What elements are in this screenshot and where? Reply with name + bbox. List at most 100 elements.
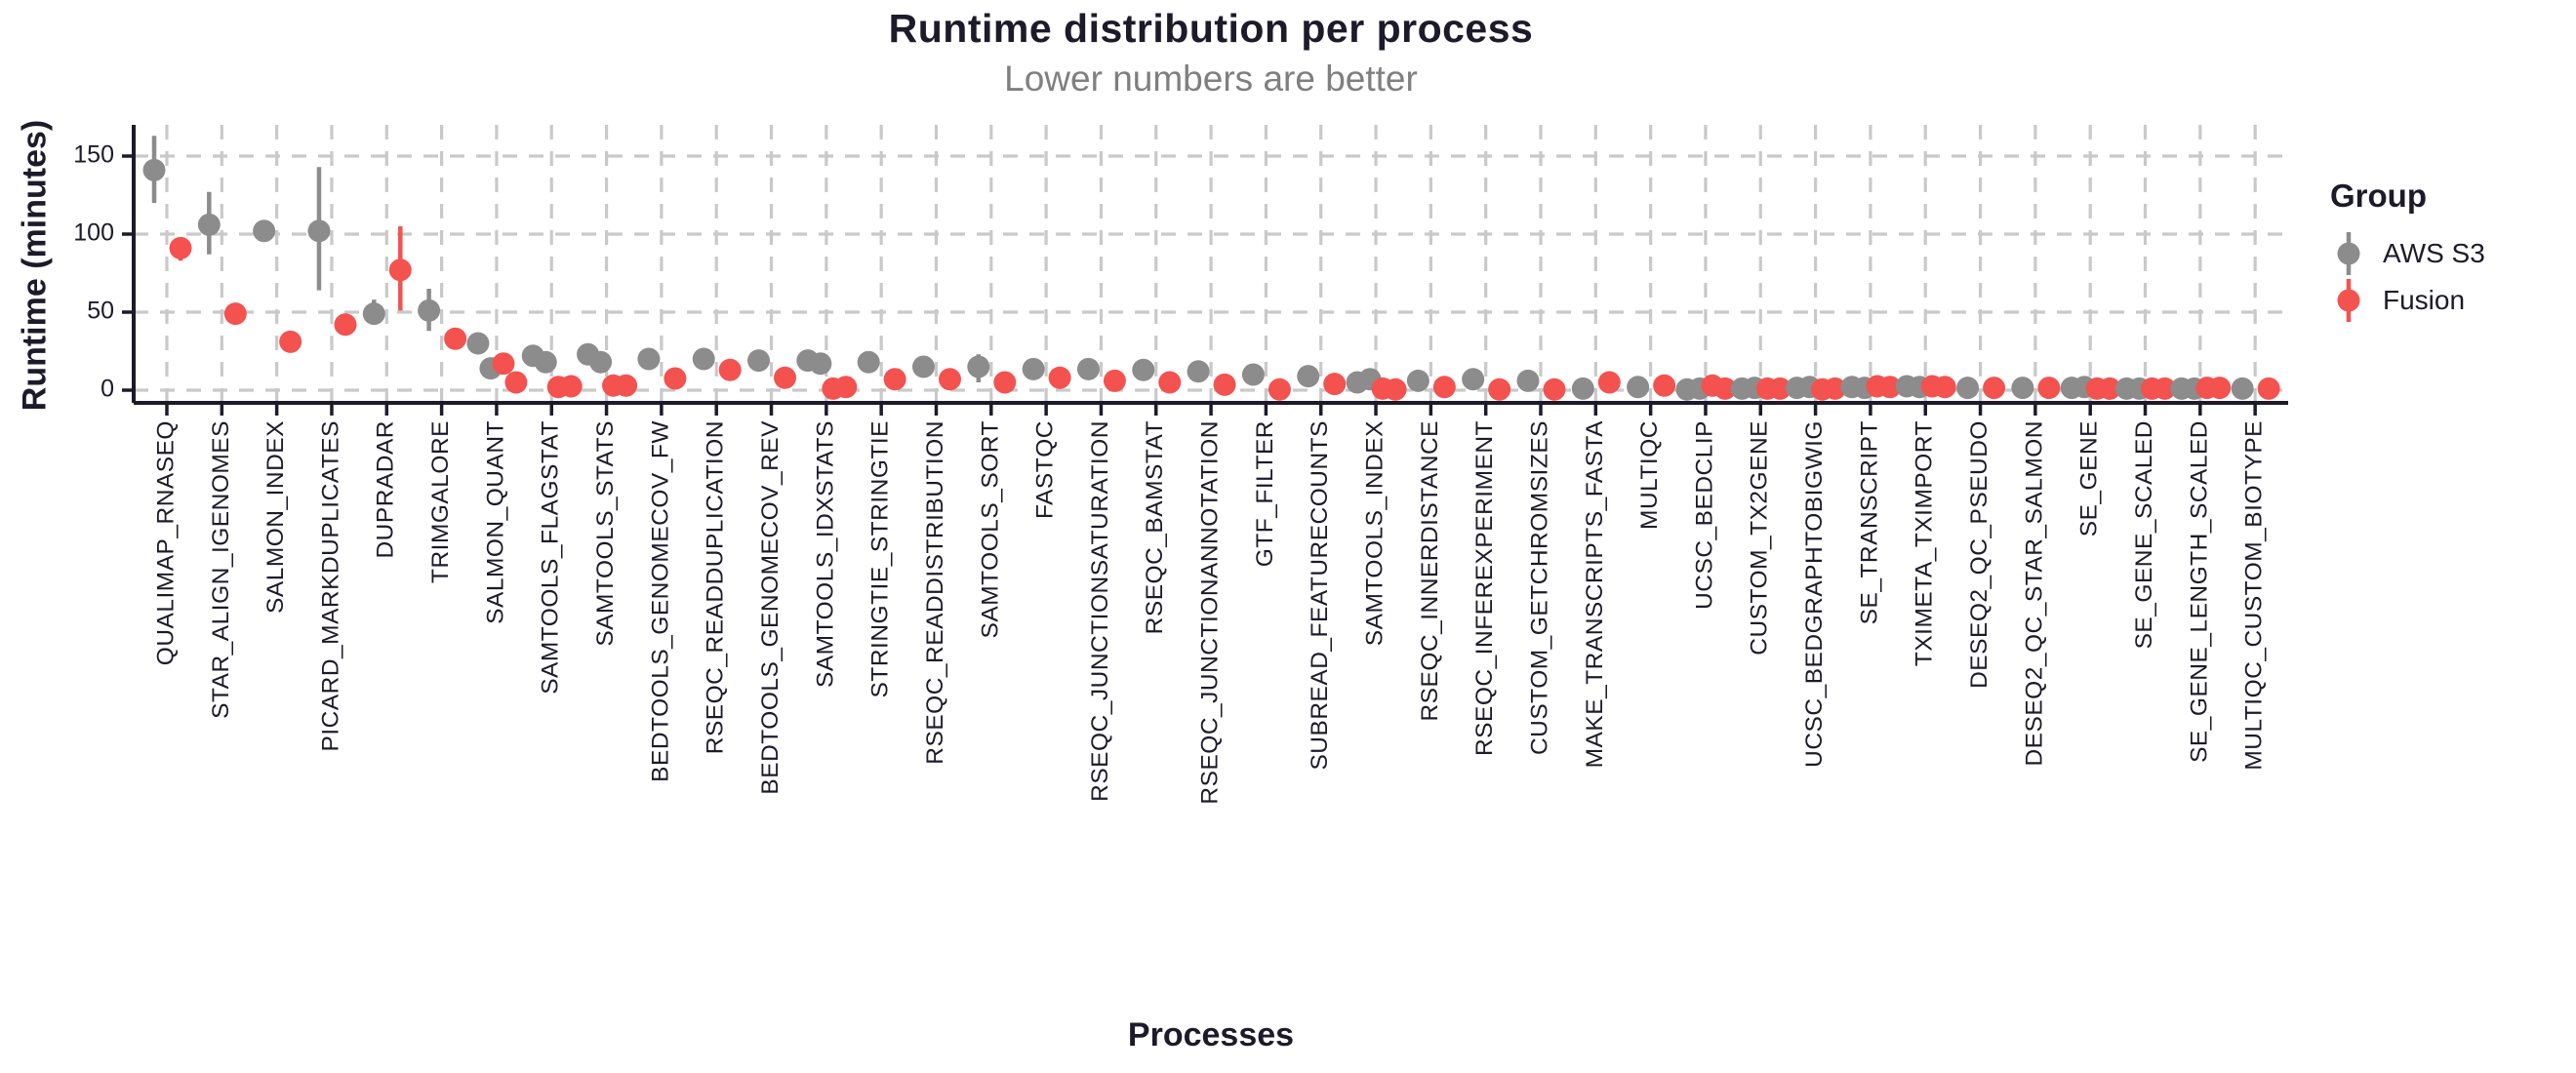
x-tick-label: STRINGTIE_STRINGTIE xyxy=(867,420,894,697)
data-point xyxy=(1187,360,1210,383)
chart-subtitle: Lower numbers are better xyxy=(1004,59,1418,99)
data-point xyxy=(1432,376,1456,399)
x-tick-label: RSEQC_READDUPLICATION xyxy=(703,420,729,754)
data-point xyxy=(1933,376,1956,399)
data-point xyxy=(1132,358,1155,381)
y-tick-label: 50 xyxy=(87,298,114,325)
data-point xyxy=(388,258,412,282)
x-tick-label: CUSTOM_GETCHROMSIZES xyxy=(1526,420,1552,755)
legend-item-aws-s3: AWS S3 xyxy=(2330,230,2485,277)
data-point xyxy=(2037,377,2061,400)
x-tick-label: SAMTOOLS_INDEX xyxy=(1362,420,1389,646)
data-point xyxy=(747,349,771,373)
x-tick-label: FASTQC xyxy=(1032,420,1059,519)
pointrange-icon xyxy=(2337,279,2360,322)
legend-title: Group xyxy=(2330,178,2427,214)
x-tick-label: SAMTOOLS_SORT xyxy=(977,420,1003,638)
data-point xyxy=(1956,377,1980,400)
data-point xyxy=(1048,366,1071,389)
data-point xyxy=(1241,363,1265,386)
data-point xyxy=(1768,377,1791,400)
x-tick-label: SALMON_INDEX xyxy=(262,420,289,614)
data-point xyxy=(2257,377,2280,400)
y-tick-label: 150 xyxy=(73,141,114,169)
data-point xyxy=(718,358,742,381)
data-point xyxy=(911,355,935,378)
legend-label: Fusion xyxy=(2383,285,2466,315)
y-tick-label: 0 xyxy=(101,376,114,403)
data-point xyxy=(1323,373,1347,396)
chart-title: Runtime distribution per process xyxy=(888,6,1534,51)
x-tick-label: SALMON_QUANT xyxy=(482,420,508,624)
data-point xyxy=(142,158,166,181)
data-point xyxy=(692,347,715,371)
x-tick-label: DESEQ2_QC_STAR_SALMON xyxy=(2021,420,2047,767)
legend: Group AWS S3 Fusion xyxy=(2330,178,2485,324)
data-point xyxy=(1406,369,1429,392)
data-point xyxy=(466,332,490,355)
data-point xyxy=(2011,377,2034,400)
x-tick-label: RSEQC_JUNCTIONANNOTATION xyxy=(1197,420,1224,805)
x-axis-label: Processes xyxy=(1127,1016,1295,1053)
x-tick-label: SE_GENE_SCALED xyxy=(2131,420,2157,649)
legend-item-fusion: Fusion xyxy=(2330,277,2485,324)
data-point xyxy=(334,313,357,337)
x-tick-label: BEDTOOLS_GENOMECOV_REV xyxy=(757,420,784,795)
legend-label: AWS S3 xyxy=(2383,238,2485,268)
data-point xyxy=(2098,377,2121,400)
data-point xyxy=(1543,378,1566,401)
data-point xyxy=(1103,369,1126,392)
x-tick-label: RSEQC_INFEREXPERIMENT xyxy=(1471,420,1498,756)
data-point xyxy=(809,352,832,376)
data-point xyxy=(504,371,528,394)
data-point xyxy=(1824,377,1847,400)
data-point xyxy=(1462,368,1485,391)
data-point xyxy=(1158,371,1182,394)
data-point xyxy=(1983,377,2006,400)
data-point xyxy=(1516,369,1540,392)
data-point xyxy=(1627,376,1650,399)
data-point xyxy=(967,355,990,378)
y-tick-label: 100 xyxy=(73,219,114,247)
x-tick-label: CUSTOM_TX2GENE xyxy=(1747,420,1773,656)
data-point xyxy=(1488,378,1511,401)
data-point xyxy=(1384,378,1407,401)
x-tick-label: DUPRADAR xyxy=(373,420,399,558)
data-point xyxy=(197,213,221,236)
data-point xyxy=(1713,377,1737,400)
data-point xyxy=(857,350,880,374)
x-tick-label: DESEQ2_QC_PSEUDO xyxy=(1966,420,1992,689)
data-point xyxy=(253,219,276,243)
data-point xyxy=(1571,377,1594,400)
data-point xyxy=(1597,371,1621,394)
x-tick-label: MULTIQC_CUSTOM_BIOTYPE xyxy=(2241,420,2268,771)
data-point xyxy=(2208,377,2232,400)
x-tick-label: RSEQC_JUNCTIONSATURATION xyxy=(1087,420,1113,802)
data-point xyxy=(938,368,961,391)
x-tick-label: SAMTOOLS_IDXSTATS xyxy=(812,420,838,688)
data-point xyxy=(664,367,687,390)
data-point xyxy=(1076,357,1100,380)
x-tick-label: STAR_ALIGN_IGENOMES xyxy=(208,420,234,719)
x-tick-label: SAMTOOLS_FLAGSTAT xyxy=(538,420,564,695)
data-point xyxy=(1022,357,1045,380)
x-tick-label: TXIMETA_TXIMPORT xyxy=(1912,420,1938,666)
data-point xyxy=(589,350,613,374)
x-tick-label: UCSC_BEDCLIP xyxy=(1691,420,1717,610)
pointrange-icon xyxy=(2337,232,2360,275)
x-tick-label: QUALIMAP_RNASEQ xyxy=(152,420,179,665)
data-point xyxy=(279,330,302,353)
data-point xyxy=(1268,378,1291,401)
x-tick-label: SE_GENE xyxy=(2076,420,2103,536)
data-point xyxy=(615,374,638,397)
x-tick-label: RSEQC_BAMSTAT xyxy=(1142,420,1168,634)
data-point xyxy=(559,375,583,398)
data-point xyxy=(1878,376,1902,399)
data-point xyxy=(993,371,1017,394)
data-point xyxy=(2153,377,2177,400)
data-point xyxy=(169,236,192,259)
data-point xyxy=(774,366,797,389)
x-tick-label: GTF_FILTER xyxy=(1252,420,1278,567)
data-point xyxy=(444,327,467,350)
